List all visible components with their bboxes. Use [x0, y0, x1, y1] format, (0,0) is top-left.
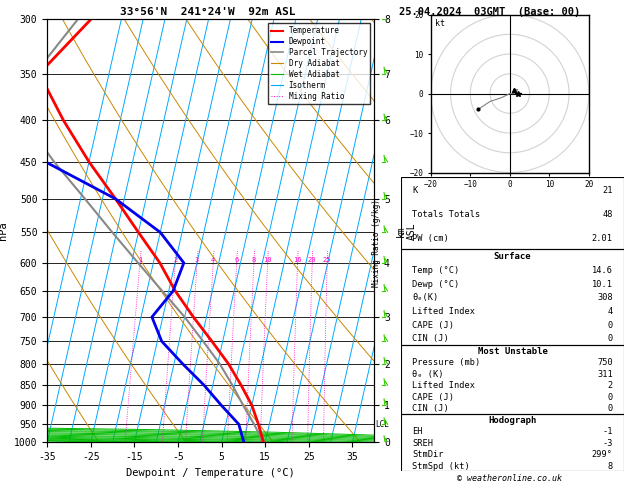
Text: K: K — [413, 186, 418, 195]
Text: 2: 2 — [173, 257, 177, 263]
Text: 8: 8 — [608, 462, 613, 471]
Text: 16: 16 — [293, 257, 302, 263]
Text: Totals Totals: Totals Totals — [413, 210, 481, 219]
Text: 4: 4 — [211, 257, 215, 263]
Bar — [401, 177, 624, 249]
Text: Temp (°C): Temp (°C) — [413, 266, 460, 275]
Text: 299°: 299° — [592, 451, 613, 459]
Text: 6: 6 — [235, 257, 239, 263]
Text: Dewp (°C): Dewp (°C) — [413, 280, 460, 289]
Text: 33°56'N  241°24'W  92m ASL: 33°56'N 241°24'W 92m ASL — [120, 7, 296, 17]
Y-axis label: km
ASL: km ASL — [396, 222, 417, 240]
Text: 2.01: 2.01 — [592, 234, 613, 243]
Text: Surface: Surface — [494, 252, 532, 261]
Text: 10: 10 — [264, 257, 272, 263]
Bar — [401, 249, 624, 345]
Text: Mixing Ratio (g/kg): Mixing Ratio (g/kg) — [372, 199, 381, 287]
Text: 25.04.2024  03GMT  (Base: 00): 25.04.2024 03GMT (Base: 00) — [399, 7, 581, 17]
X-axis label: Dewpoint / Temperature (°C): Dewpoint / Temperature (°C) — [126, 468, 295, 478]
Text: Lifted Index: Lifted Index — [413, 307, 476, 316]
Text: CIN (J): CIN (J) — [413, 334, 449, 343]
Text: 10.1: 10.1 — [592, 280, 613, 289]
Text: 14.6: 14.6 — [592, 266, 613, 275]
Text: 0: 0 — [608, 321, 613, 330]
Text: θₑ (K): θₑ (K) — [413, 370, 444, 379]
Bar — [401, 414, 624, 471]
Text: 750: 750 — [597, 358, 613, 367]
Text: 0: 0 — [608, 404, 613, 414]
Text: -1: -1 — [603, 427, 613, 436]
Y-axis label: hPa: hPa — [0, 222, 8, 240]
Text: CAPE (J): CAPE (J) — [413, 321, 454, 330]
Text: 48: 48 — [603, 210, 613, 219]
Text: 0: 0 — [608, 393, 613, 402]
Text: LCL: LCL — [375, 420, 389, 430]
Bar — [401, 345, 624, 414]
Text: Hodograph: Hodograph — [489, 416, 537, 425]
Text: 3: 3 — [195, 257, 199, 263]
Text: -3: -3 — [603, 439, 613, 448]
Text: 8: 8 — [252, 257, 256, 263]
Text: PW (cm): PW (cm) — [413, 234, 449, 243]
Text: kt: kt — [435, 18, 445, 28]
Text: EH: EH — [413, 427, 423, 436]
Text: 308: 308 — [597, 294, 613, 302]
Legend: Temperature, Dewpoint, Parcel Trajectory, Dry Adiabat, Wet Adiabat, Isotherm, Mi: Temperature, Dewpoint, Parcel Trajectory… — [268, 23, 370, 104]
Text: 25: 25 — [323, 257, 331, 263]
Text: © weatheronline.co.uk: © weatheronline.co.uk — [457, 474, 562, 483]
Text: 1: 1 — [138, 257, 142, 263]
Text: Most Unstable: Most Unstable — [477, 347, 548, 356]
Text: 0: 0 — [608, 334, 613, 343]
Text: 21: 21 — [603, 186, 613, 195]
Text: 2: 2 — [608, 382, 613, 390]
Text: SREH: SREH — [413, 439, 433, 448]
Text: CAPE (J): CAPE (J) — [413, 393, 454, 402]
Text: Pressure (mb): Pressure (mb) — [413, 358, 481, 367]
Text: 311: 311 — [597, 370, 613, 379]
Text: θₑ(K): θₑ(K) — [413, 294, 438, 302]
Text: Lifted Index: Lifted Index — [413, 382, 476, 390]
Text: StmSpd (kt): StmSpd (kt) — [413, 462, 470, 471]
Text: 20: 20 — [308, 257, 316, 263]
Text: 4: 4 — [608, 307, 613, 316]
Text: StmDir: StmDir — [413, 451, 444, 459]
Text: CIN (J): CIN (J) — [413, 404, 449, 414]
